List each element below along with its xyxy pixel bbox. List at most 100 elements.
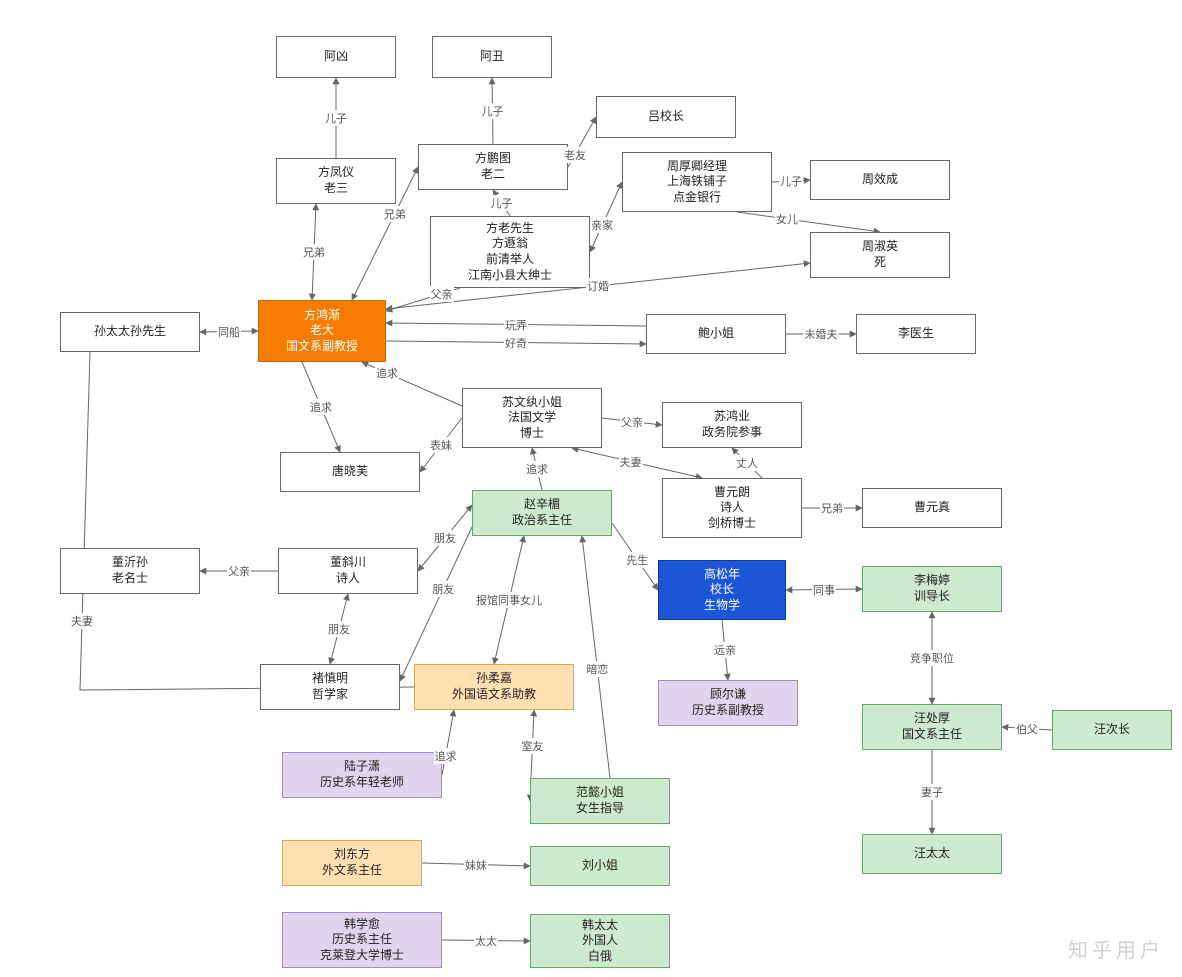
edge-label-dong_xiechuan-dong_yisun: 父亲 xyxy=(227,563,251,579)
node-dong_xiechuan: 董斜川 诗人 xyxy=(278,548,418,594)
edge-fang_lao-zhou_jingli xyxy=(590,182,622,252)
edge-dong_xiechuan-chu_shenming xyxy=(330,594,348,664)
edge-label-zhao_xinmei-chu_shenming: 朋友 xyxy=(431,581,455,597)
edge-fang_fengyi-fang_hongjian xyxy=(312,204,316,300)
edge-sun_tt-fang_hongjian xyxy=(200,331,258,332)
edge-label-fang_hongjian-bao_xj: 玩弄 xyxy=(504,317,528,333)
edge-liu_dongfang-liu_xj xyxy=(422,863,530,866)
edge-fang_hongjian-bao_xj xyxy=(386,341,646,344)
edges-layer xyxy=(0,0,1182,977)
node-sun_roujia: 孙柔嘉 外国语文系助教 xyxy=(414,664,574,710)
edge-han_xueyu-han_tt xyxy=(442,940,530,941)
relationship-diagram: 知乎用户 阿凶阿丑吕校长方鹏图 老二方凤仪 老三 周厚卿经理 上海铁铺子 点金银行… xyxy=(0,0,1182,977)
edge-label-fang_hongjian-tang_xiaofu: 追求 xyxy=(309,399,333,415)
node-zhou_jingli: 周厚卿经理 上海铁铺子 点金银行 xyxy=(622,152,772,212)
edge-label-zhao_xinmei-sun_roujia: 报馆同事女儿 xyxy=(475,592,543,608)
edge-label-fang_pengtu-fang_hongjian: 兄弟 xyxy=(383,206,407,222)
edge-label-zhao_xinmei-dong_xiechuan: 朋友 xyxy=(433,530,457,546)
edge-label-gao_songnian-li_meiting: 同事 xyxy=(812,582,836,598)
node-cao_yuanzhen: 曹元真 xyxy=(862,488,1002,528)
edge-fang_lao-fang_hongjian xyxy=(386,288,460,311)
node-liu_dongfang: 刘东方 外文系主任 xyxy=(282,840,422,886)
edge-label-gao_songnian-gu_erqian: 远亲 xyxy=(713,642,737,658)
edge-label-cao_yuanlang-su_hongye: 丈人 xyxy=(735,455,759,471)
edge-label-zhao_xinmei-gao_songnian: 先生 xyxy=(625,552,649,568)
edge-label-zhou_jingli-zhou_shuying: 女儿 xyxy=(775,211,799,227)
edge-fang_hongjian-tang_xiaofu xyxy=(302,362,340,452)
edge-fang_hongjian-su_wenwan xyxy=(362,362,462,406)
edge-zhao_xinmei-sun_roujia xyxy=(494,536,524,664)
node-fang_lao: 方老先生 方遯翁 前清举人 江南小县大绅士 xyxy=(430,216,590,288)
edge-su_wenwan-cao_yuanlang xyxy=(572,448,702,478)
node-fang_hongjian: 方鸿渐 老大 国文系副教授 xyxy=(258,300,386,362)
node-gao_songnian: 高松年 校长 生物学 xyxy=(658,560,786,620)
edge-label-fang_hongjian-su_wenwan: 追求 xyxy=(375,365,399,381)
edge-zhao_xinmei-dong_xiechuan xyxy=(418,505,472,571)
node-wang_cizhang: 汪次长 xyxy=(1052,710,1172,750)
edge-zhao_xinmei-su_wenwan xyxy=(532,448,542,490)
edge-label-bao_xj-li_ys: 未婚夫 xyxy=(804,326,839,342)
node-fan_yi: 范懿小姐 女生指导 xyxy=(530,778,670,824)
node-a_chou: 阿丑 xyxy=(432,36,552,78)
edge-label-fang_lao-fang_hongjian: 父亲 xyxy=(430,286,454,302)
edge-zhou_jingli-zhou_xiaocheng xyxy=(772,180,810,182)
edge-label-zhou_jingli-zhou_xiaocheng: 儿子 xyxy=(779,173,803,189)
edge-label-cao_yuanlang-cao_yuanzhen: 兄弟 xyxy=(820,500,844,516)
edge-sun_tt-sun_roujia xyxy=(80,352,414,690)
edge-label-fang_hongjian-bao_xj: 好奇 xyxy=(504,335,528,351)
node-wang_chuhou: 汪处厚 国文系主任 xyxy=(862,704,1002,750)
edge-gao_songnian-li_meiting xyxy=(786,589,862,590)
node-lu_zixiao: 陆子潇 历史系年轻老师 xyxy=(282,752,442,798)
edge-su_wenwan-tang_xiaofu xyxy=(420,418,462,472)
node-han_xueyu: 韩学愈 历史系主任 克莱登大学博士 xyxy=(282,912,442,968)
edge-label-zhao_xinmei-su_wenwan: 追求 xyxy=(525,461,549,477)
watermark: 知乎用户 xyxy=(1068,934,1164,963)
node-sun_tt: 孙太太孙先生 xyxy=(60,312,200,352)
edge-label-sun_roujia-fan_yi: 室友 xyxy=(520,738,544,754)
edge-label-su_wenwan-tang_xiaofu: 表妹 xyxy=(429,437,453,453)
edge-zhou_jingli-zhou_shuying xyxy=(737,212,880,232)
edge-label-fang_fengyi-fang_hongjian: 兄弟 xyxy=(302,244,326,260)
edge-label-fang_fengyi-a_xiong: 儿子 xyxy=(324,110,348,126)
node-su_hongye: 苏鸿业 政务院参事 xyxy=(662,402,802,448)
edge-fang_pengtu-lv_xiaozhang xyxy=(568,117,596,167)
node-gu_erqian: 顾尔谦 历史系副教授 xyxy=(658,680,798,726)
node-liu_xj: 刘小姐 xyxy=(530,846,670,886)
node-fang_fengyi: 方凤仪 老三 xyxy=(276,158,396,204)
node-tang_xiaofu: 唐晓芙 xyxy=(280,452,420,492)
node-li_ys: 李医生 xyxy=(856,314,976,354)
edge-label-fang_lao-zhou_jingli: 亲家 xyxy=(590,217,614,233)
node-zhou_xiaocheng: 周效成 xyxy=(810,160,950,200)
edge-gao_songnian-gu_erqian xyxy=(722,620,728,680)
node-cao_yuanlang: 曹元朗 诗人 剑桥博士 xyxy=(662,478,802,538)
node-zhou_shuying: 周淑英 死 xyxy=(810,232,950,278)
edge-zhao_xinmei-fan_yi xyxy=(582,536,610,778)
edge-su_wenwan-su_hongye xyxy=(602,418,662,425)
edge-label-liu_dongfang-liu_xj: 妹妹 xyxy=(464,857,488,873)
edge-label-li_meiting-wang_chuhou: 竞争职位 xyxy=(909,650,955,666)
edge-label-sun_tt-fang_hongjian: 同船 xyxy=(217,324,241,340)
node-lv_xiaozhang: 吕校长 xyxy=(596,96,736,138)
node-wang_tt: 汪太太 xyxy=(862,834,1002,874)
edge-lu_zixiao-sun_roujia xyxy=(442,710,454,775)
node-bao_xj: 鲍小姐 xyxy=(646,314,786,354)
node-dong_yisun: 董沂孙 老名士 xyxy=(60,548,200,594)
edge-label-zhao_xinmei-fan_yi: 暗恋 xyxy=(585,661,609,677)
edge-fang_pengtu-a_chou xyxy=(492,78,493,144)
edge-label-fang_pengtu-a_chou: 儿子 xyxy=(481,103,505,119)
edge-fang_lao-fang_pengtu xyxy=(493,190,510,216)
node-han_tt: 韩太太 外国人 白俄 xyxy=(530,914,670,968)
node-zhao_xinmei: 赵辛楣 政治系主任 xyxy=(472,490,612,536)
edge-label-wang_cizhang-wang_chuhou: 伯父 xyxy=(1015,721,1039,737)
edge-label-su_wenwan-su_hongye: 父亲 xyxy=(620,414,644,430)
edge-zhao_xinmei-gao_songnian xyxy=(612,523,658,590)
edge-label-sun_tt-sun_roujia: 夫妻 xyxy=(70,613,94,629)
node-su_wenwan: 苏文纨小姐 法国文学 博士 xyxy=(462,388,602,448)
node-a_xiong: 阿凶 xyxy=(276,36,396,78)
edge-label-fang_lao-fang_pengtu: 儿子 xyxy=(490,195,514,211)
node-fang_pengtu: 方鹏图 老二 xyxy=(418,144,568,190)
edge-label-han_xueyu-han_tt: 太太 xyxy=(474,933,498,949)
edge-label-dong_xiechuan-chu_shenming: 朋友 xyxy=(327,621,351,637)
node-chu_shenming: 褚慎明 哲学家 xyxy=(260,664,400,710)
edge-cao_yuanlang-su_hongye xyxy=(732,448,762,478)
